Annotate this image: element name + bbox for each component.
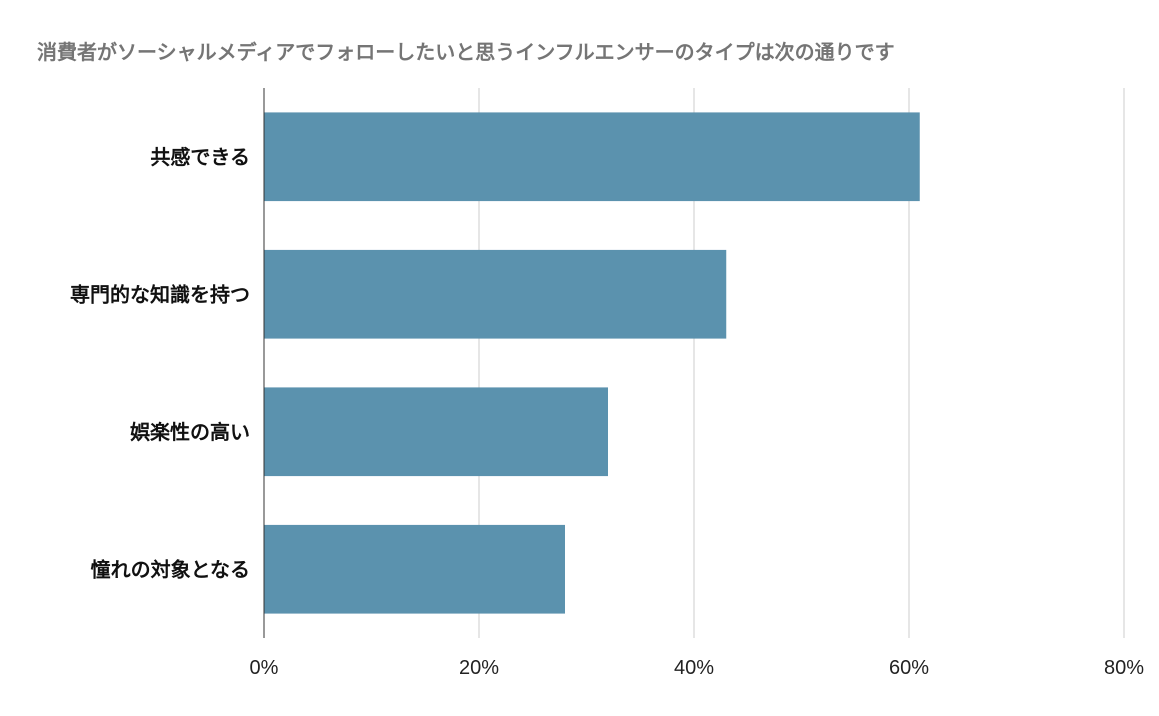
x-tick-label: 40%	[674, 657, 714, 679]
bar	[264, 387, 608, 477]
x-tick-labels: 0% 20% 40% 60% 80%	[250, 657, 1145, 679]
bars	[264, 112, 920, 614]
category-label: 娯楽性の高い	[130, 420, 250, 444]
bar	[264, 524, 565, 614]
x-tick-label: 0%	[250, 657, 279, 679]
chart-title: 消費者がソーシャルメディアでフォローしたいと思うインフルエンサーのタイプは次の通…	[37, 40, 895, 64]
category-label: 憧れの対象となる	[91, 557, 250, 581]
bar	[264, 112, 920, 202]
x-tick-label: 60%	[889, 657, 929, 679]
category-label: 共感できる	[150, 145, 250, 169]
bar	[264, 249, 727, 339]
x-tick-label: 20%	[459, 657, 499, 679]
x-tick-label: 80%	[1104, 657, 1144, 679]
category-label: 専門的な知識を持つ	[70, 282, 250, 306]
